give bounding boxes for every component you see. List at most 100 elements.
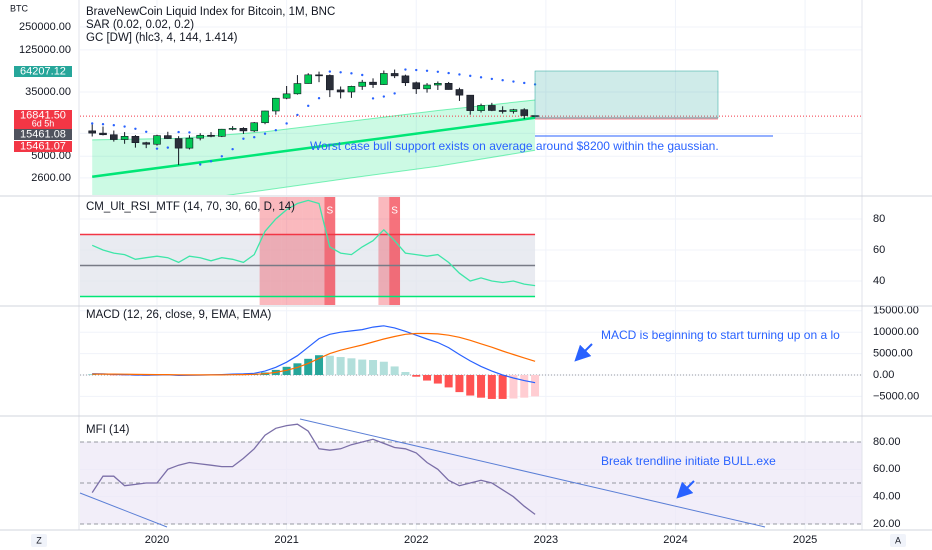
histogram-bar [358, 359, 367, 375]
sar-dot [101, 123, 105, 126]
price-label-box [14, 141, 72, 152]
sar-dot [512, 80, 515, 83]
signal-zone [324, 197, 336, 305]
sar-dot [328, 70, 332, 73]
candle-body [412, 82, 421, 90]
pane-title: CM_Ult_RSI_MTF (14, 70, 30, 60, D, 14) [86, 201, 295, 213]
y-tick-label: 5000.00 [31, 150, 71, 162]
drawings [79, 70, 773, 528]
pane [80, 0, 862, 195]
histogram-bar [444, 374, 453, 388]
sar-dot [242, 137, 245, 140]
y-tick-label: −5000.00 [873, 390, 919, 402]
sar-dot [490, 77, 494, 81]
sar-dot [447, 71, 450, 75]
sar-dot [177, 130, 180, 134]
sar-dot [155, 147, 159, 150]
sar-dot [91, 122, 94, 125]
histogram-bar [315, 355, 324, 375]
candle-body [380, 73, 388, 85]
sar-dot [285, 122, 288, 125]
sar-dot [296, 113, 299, 117]
y-tick-label: 60.00 [873, 463, 901, 475]
candle-body [185, 137, 194, 149]
symbol-label: BTC [10, 3, 29, 13]
candle-body [390, 73, 399, 77]
y-tick-label: 250000.00 [19, 21, 71, 33]
price-label: 16841.50 [20, 109, 66, 121]
countdown-label: 6d 5h [32, 118, 55, 128]
candle-body [153, 135, 161, 145]
candle-body [99, 132, 107, 136]
annotation: Worst case bull support exists on averag… [310, 139, 719, 153]
histogram-bar [304, 358, 313, 375]
indicator-line [91, 423, 536, 515]
x-tick-label: 2023 [534, 534, 558, 546]
candle-body [347, 86, 356, 93]
candle-body [174, 138, 183, 149]
x-tick-label: 2025 [793, 534, 817, 546]
sar-dot [479, 76, 483, 79]
signal-line [92, 332, 536, 376]
candle-body [336, 89, 345, 93]
sar-dot [199, 163, 202, 166]
candle-body [434, 83, 442, 86]
price-label: 64207.12 [20, 65, 66, 77]
panes: 2020 2021 2022 2023 2024 2025 250000.00 125000.… [14, 0, 919, 546]
x-tick-label: 2024 [663, 534, 687, 546]
y-tick-label: 15000.00 [873, 305, 919, 317]
arrow [676, 480, 695, 499]
sar-dot [361, 73, 364, 77]
sar-dot [112, 124, 116, 127]
price-label: 15461.08 [20, 128, 66, 140]
candle-body [466, 94, 475, 111]
sar-dot [317, 96, 321, 100]
long-position-target [534, 70, 719, 119]
y-tick-label: 125000.00 [19, 44, 71, 56]
corner-button[interactable] [31, 534, 47, 547]
signal-label: S [391, 206, 398, 217]
histogram-bar [293, 363, 302, 375]
histogram-bar [466, 374, 475, 396]
candle-body [239, 128, 248, 132]
sar-dot [220, 155, 224, 158]
candle-body [110, 134, 118, 140]
sar-dot [166, 146, 170, 149]
sar-dot [307, 104, 310, 108]
sar-dot [393, 92, 396, 95]
y-tick-label: 35000.00 [25, 86, 71, 98]
histogram-bar [487, 374, 496, 399]
sar-dot [458, 73, 461, 76]
candle-body [509, 109, 518, 112]
histogram-bar [509, 374, 518, 399]
legend-entry: SAR (0.02, 0.02, 0.2) [86, 19, 194, 31]
candle-body [520, 109, 529, 116]
candle-body [207, 134, 215, 137]
candle-body [293, 83, 302, 95]
y-tick-label: 80 [873, 213, 885, 225]
histogram-bar [347, 358, 356, 375]
candle-body [282, 93, 291, 99]
y-tick-label: 40.00 [873, 491, 901, 503]
corner-button-label[interactable]: Z [36, 535, 42, 545]
frame [0, 0, 932, 531]
histogram-bar [336, 357, 345, 375]
corner-button-label[interactable]: A [895, 535, 901, 545]
candle-body [423, 84, 431, 90]
candle-body [369, 81, 377, 85]
pane [80, 417, 862, 530]
candle-body [88, 130, 97, 134]
trendline [79, 492, 168, 528]
sar-dot [350, 72, 353, 75]
pane [80, 307, 862, 415]
y-tick-label: 10000.00 [873, 326, 919, 338]
corner-button[interactable] [890, 534, 906, 547]
sar-dot [371, 97, 375, 100]
pane-title: MFI (14) [86, 424, 130, 436]
histogram-bar [477, 374, 486, 398]
histogram-bar [455, 374, 464, 393]
sar-dot [382, 95, 386, 98]
signal-zone [389, 197, 401, 305]
sar-dot [274, 129, 278, 132]
